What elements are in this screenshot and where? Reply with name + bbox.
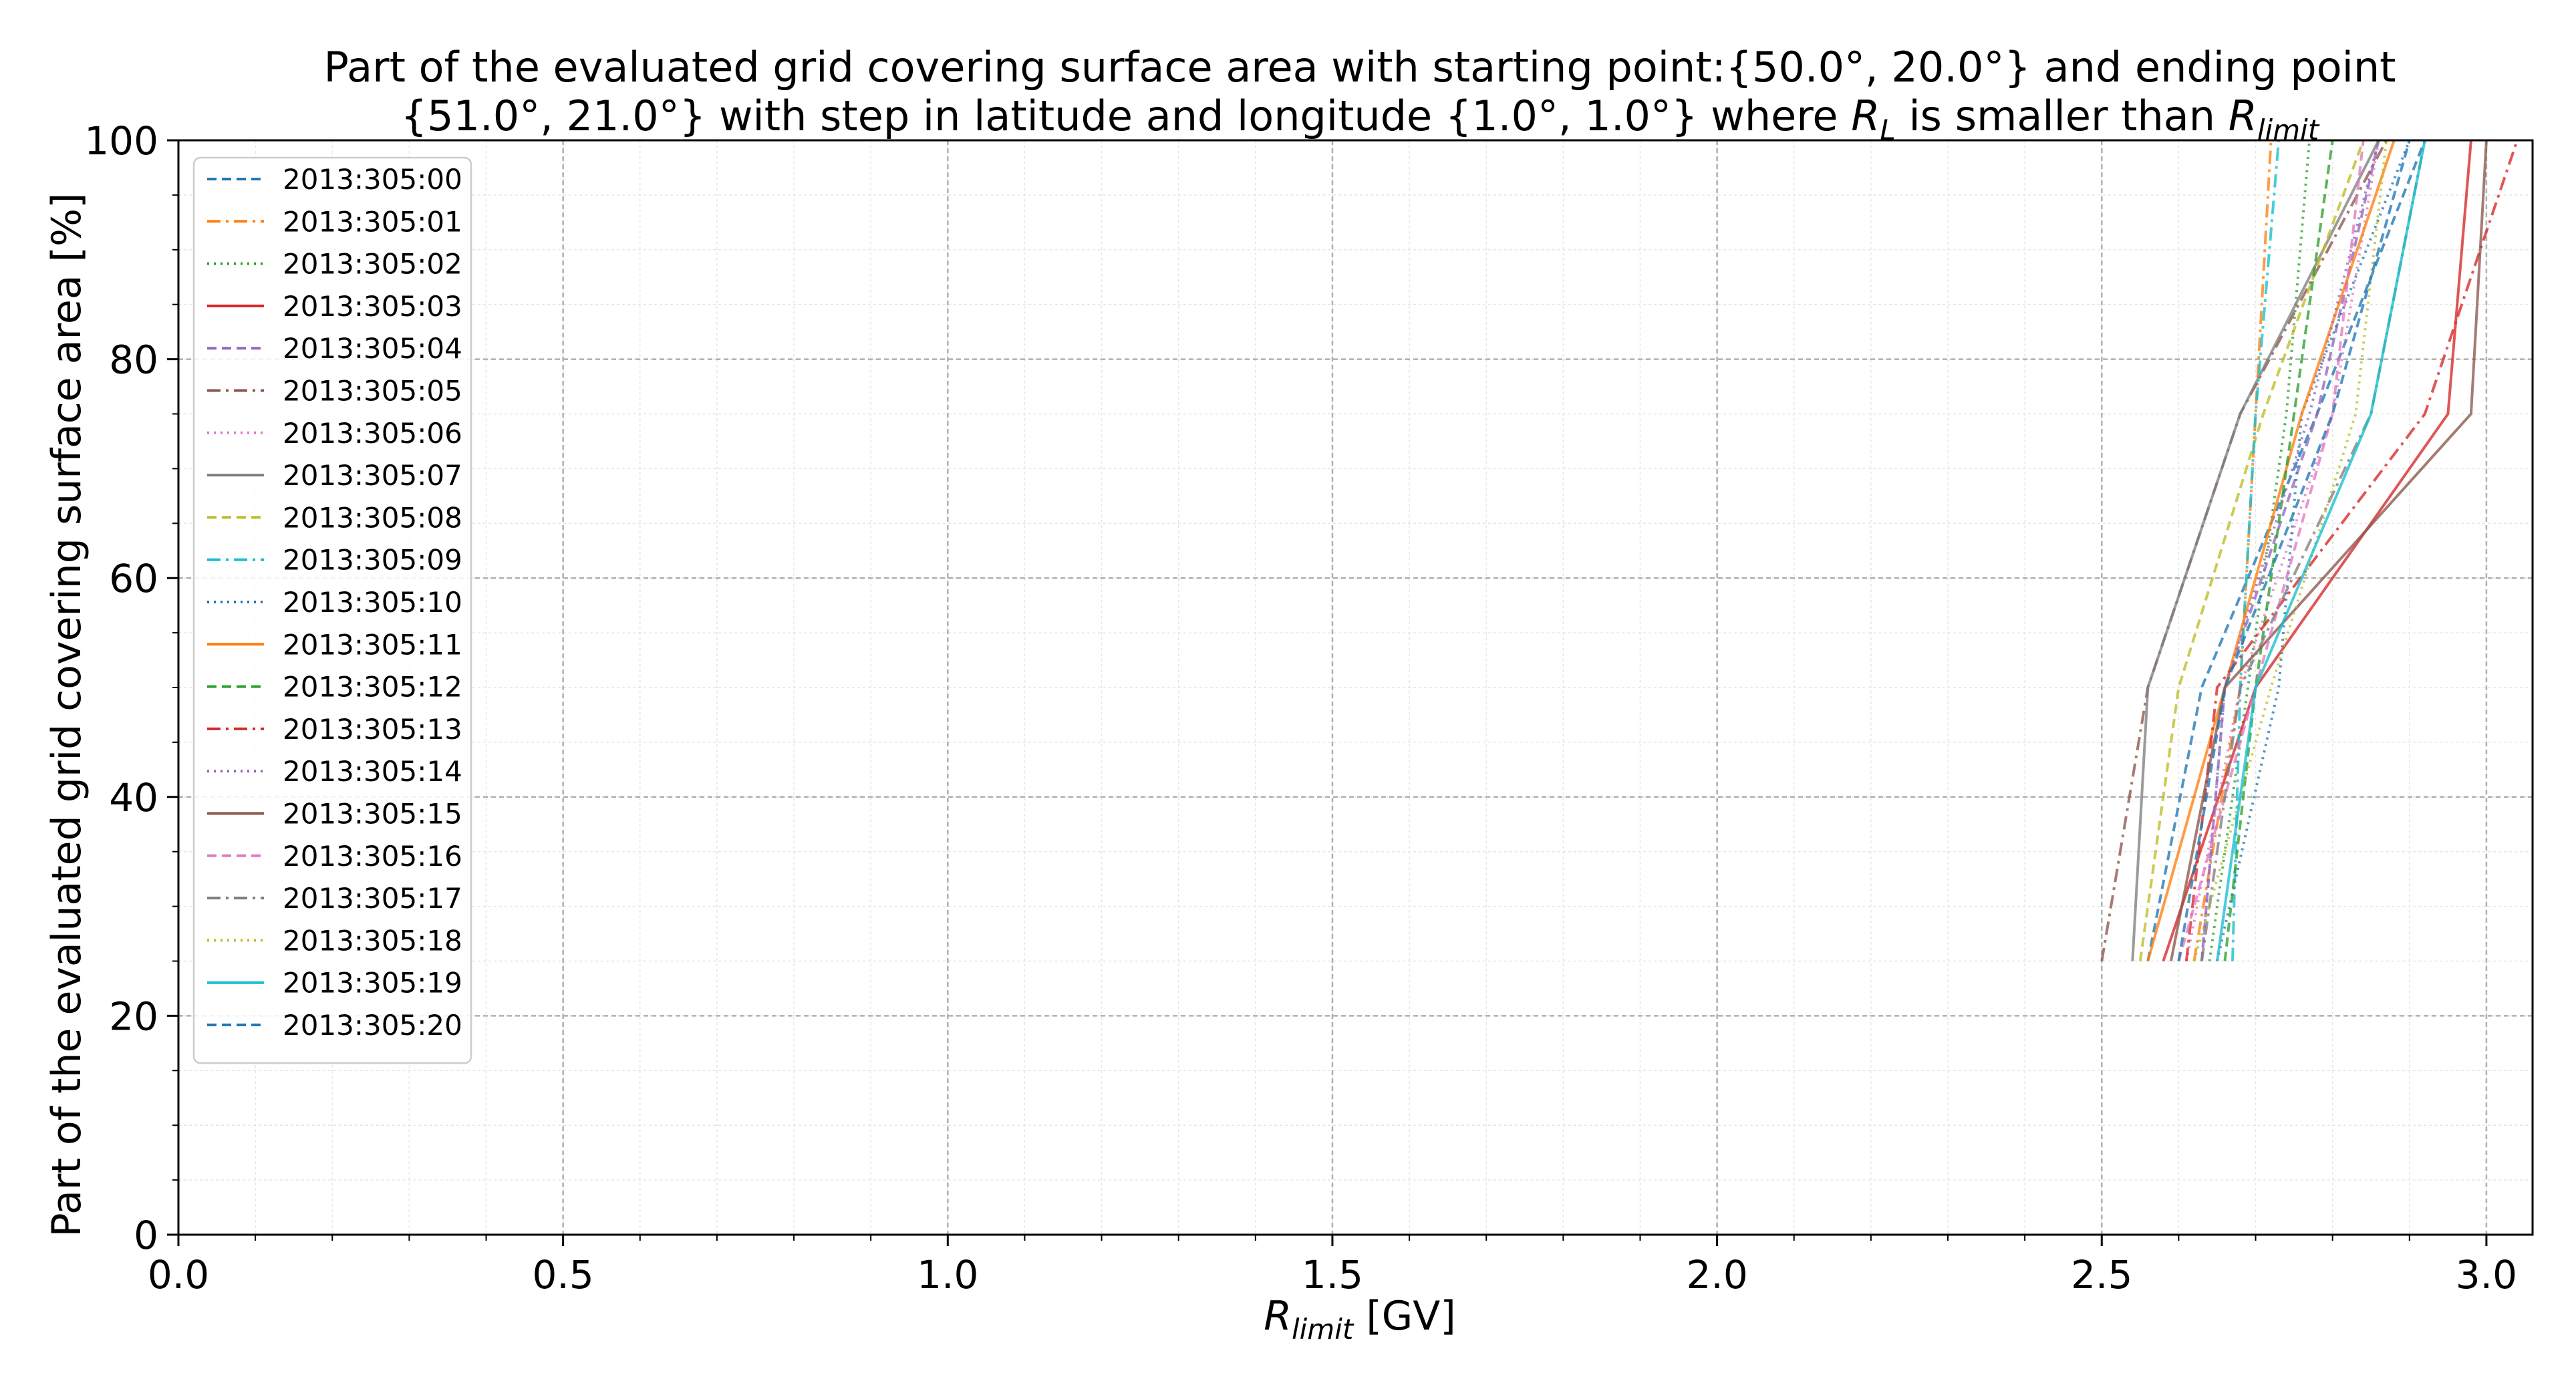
chart-title: Part of the evaluated grid covering surf… bbox=[324, 43, 2396, 146]
y-tick-label: 60 bbox=[109, 556, 158, 601]
y-tick-label: 20 bbox=[109, 994, 158, 1039]
legend-label-5: 2013:305:05 bbox=[283, 375, 462, 408]
series-line-2 bbox=[2208, 140, 2311, 961]
series-line-16 bbox=[2177, 140, 2365, 962]
legend-label-8: 2013:305:08 bbox=[283, 501, 462, 534]
legend-label-12: 2013:305:12 bbox=[283, 671, 462, 704]
x-tick-label: 0.5 bbox=[533, 1252, 594, 1298]
series-line-19 bbox=[2216, 140, 2426, 961]
legend-frame bbox=[192, 156, 472, 1064]
legend-label-9: 2013:305:09 bbox=[283, 544, 462, 577]
y-tick-label: 100 bbox=[84, 118, 158, 164]
legend-label-14: 2013:305:14 bbox=[283, 755, 462, 788]
series-lines bbox=[2100, 140, 2519, 962]
legend-label-18: 2013:305:18 bbox=[283, 924, 462, 957]
legend-label-11: 2013:305:11 bbox=[283, 628, 462, 661]
legend-label-15: 2013:305:15 bbox=[283, 798, 462, 830]
x-axis-label: Rlimit [GV] bbox=[1264, 1293, 1456, 1346]
series-line-7 bbox=[2131, 140, 2380, 961]
legend-label-0: 2013:305:00 bbox=[283, 163, 462, 196]
series-line-14 bbox=[2200, 140, 2380, 961]
series-line-18 bbox=[2192, 140, 2388, 962]
x-tick-label: 1.0 bbox=[917, 1252, 978, 1298]
y-tick-label: 40 bbox=[109, 775, 158, 820]
series-line-15 bbox=[2169, 140, 2488, 961]
series-line-3 bbox=[2162, 140, 2472, 962]
y-tick-label: 80 bbox=[109, 337, 158, 383]
legend: 2013:305:00 2013:305:01 2013:305:02 2013:30… bbox=[192, 156, 472, 1064]
series-line-0 bbox=[2146, 140, 2426, 961]
x-tick-label: 2.5 bbox=[2071, 1252, 2132, 1298]
legend-label-10: 2013:305:10 bbox=[283, 586, 462, 619]
series-line-8 bbox=[2138, 140, 2365, 961]
series-line-20 bbox=[2177, 140, 2411, 961]
legend-label-7: 2013:305:07 bbox=[283, 459, 462, 492]
chart-title-line-2: {51.0°, 21.0°} with step in latitude and… bbox=[401, 92, 2320, 146]
series-line-17 bbox=[2200, 140, 2426, 961]
series-line-5 bbox=[2100, 140, 2388, 961]
series-line-4 bbox=[2200, 140, 2380, 961]
legend-label-13: 2013:305:13 bbox=[283, 713, 462, 746]
series-line-1 bbox=[2192, 140, 2273, 961]
x-tick-label: 3.0 bbox=[2456, 1252, 2517, 1298]
series-line-12 bbox=[2223, 140, 2334, 961]
chart-title-line-1: Part of the evaluated grid covering surf… bbox=[324, 43, 2396, 92]
legend-label-17: 2013:305:17 bbox=[283, 882, 462, 915]
legend-label-16: 2013:305:16 bbox=[283, 840, 462, 873]
series-line-6 bbox=[2184, 140, 2380, 961]
y-tick-label: 0 bbox=[134, 1213, 158, 1258]
legend-label-2: 2013:305:02 bbox=[283, 248, 462, 281]
legend-label-6: 2013:305:06 bbox=[283, 417, 462, 450]
series-line-10 bbox=[2216, 140, 2411, 961]
legend-label-20: 2013:305:20 bbox=[283, 1009, 462, 1042]
grid bbox=[177, 139, 2533, 1236]
legend-label-19: 2013:305:19 bbox=[283, 967, 462, 1000]
x-tick-label: 0.0 bbox=[148, 1252, 209, 1298]
axis-ticks: 0.0 0.5 1.0 1.5 2.0 2.5 3.0 0 20 40 60 80 100 bbox=[84, 118, 2517, 1298]
x-tick-label: 2.0 bbox=[1686, 1252, 1747, 1298]
legend-label-3: 2013:305:03 bbox=[283, 290, 462, 323]
legend-label-4: 2013:305:04 bbox=[283, 332, 462, 365]
y-axis-label: Part of the evaluated grid covering surf… bbox=[43, 193, 90, 1237]
legend-label-1: 2013:305:01 bbox=[283, 205, 462, 238]
x-tick-label: 1.5 bbox=[1302, 1252, 1363, 1298]
